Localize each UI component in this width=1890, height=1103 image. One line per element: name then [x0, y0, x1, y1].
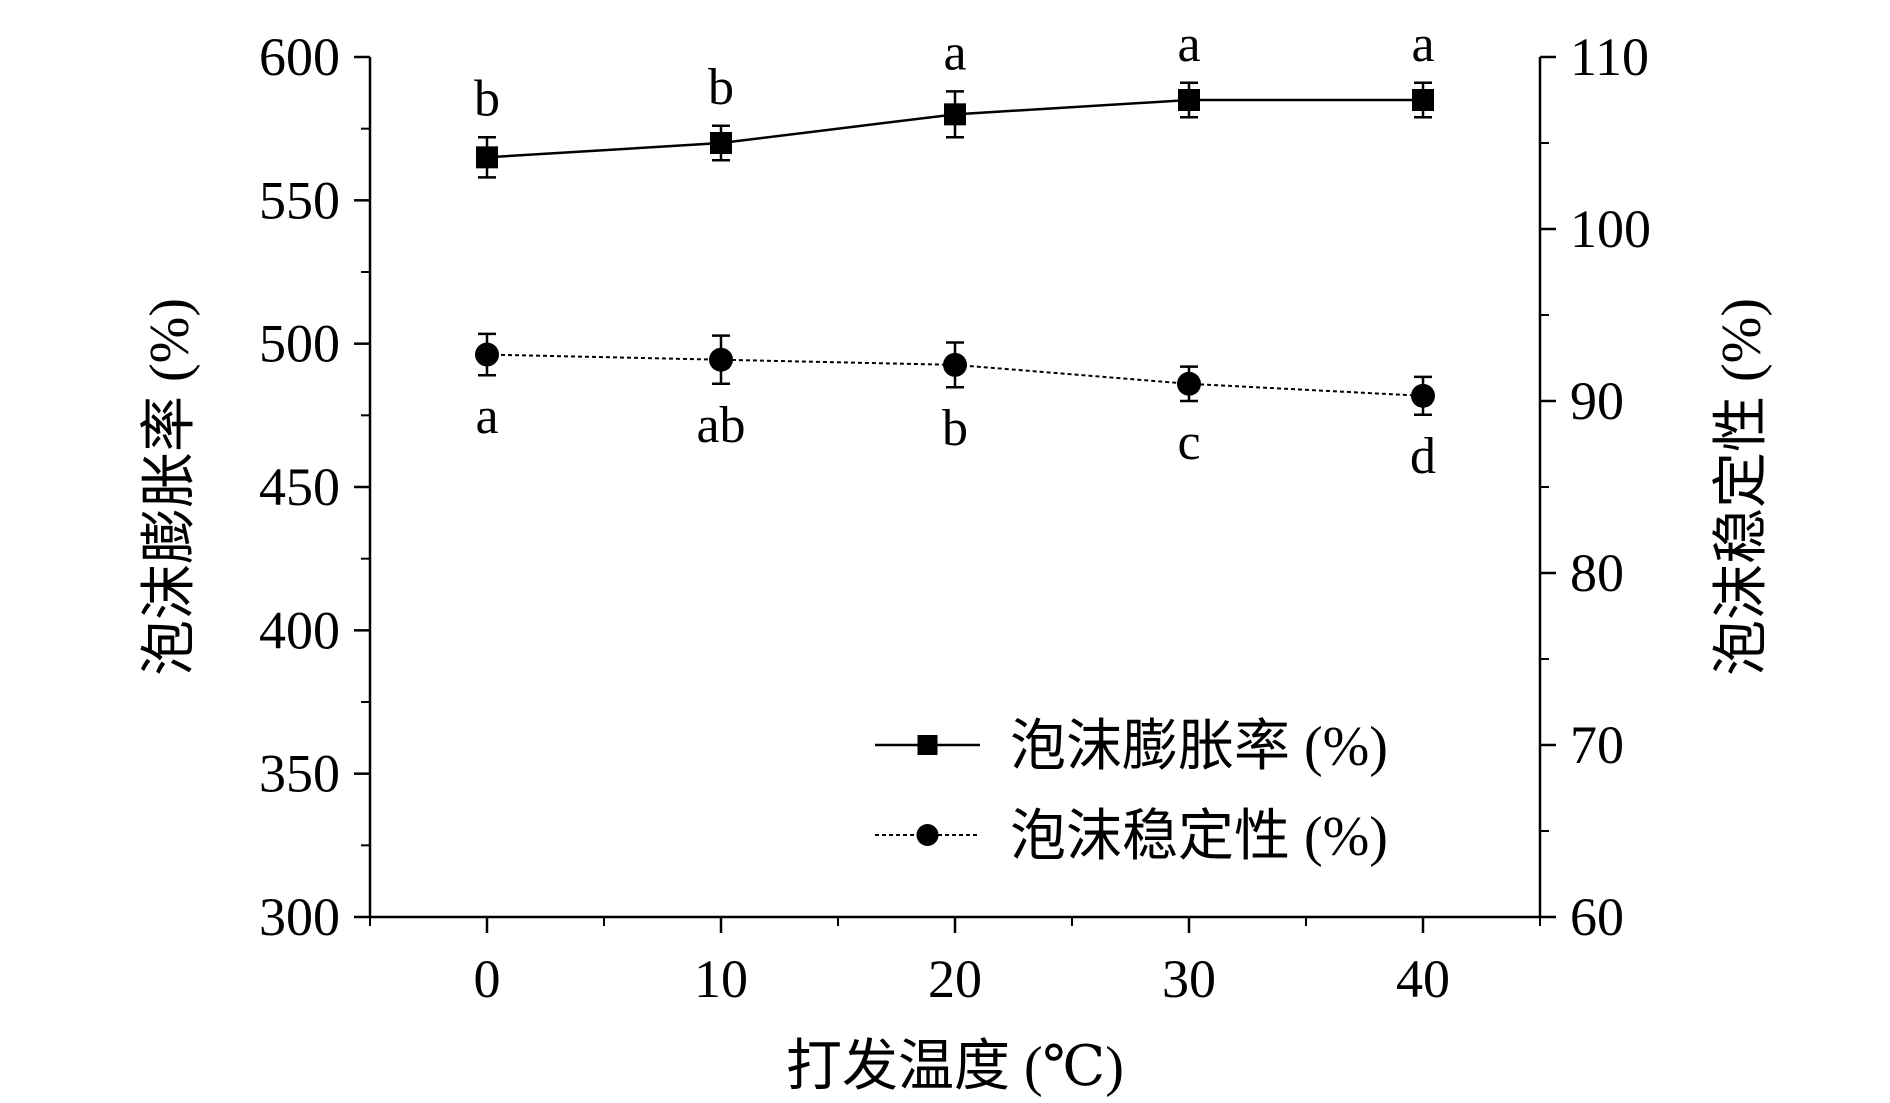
legend: 泡沫膨胀率 (%) 泡沫稳定性 (%) — [875, 716, 1388, 868]
legend-label: 泡沫稳定性 (%) — [1010, 806, 1388, 868]
data-point-circle — [709, 347, 733, 372]
data-point-circle — [1411, 383, 1435, 408]
series-layer — [475, 81, 1435, 417]
significance-label: b — [708, 59, 734, 116]
data-point-square — [476, 146, 498, 169]
y-left-tick-label: 300 — [259, 887, 340, 947]
data-point-square — [1178, 89, 1200, 111]
y-right-tick-label: 100 — [1570, 199, 1651, 259]
data-point-square — [1412, 89, 1434, 111]
significance-label: d — [1410, 428, 1436, 485]
x-tick-label: 40 — [1396, 949, 1450, 1009]
x-tick-label: 0 — [474, 949, 501, 1009]
significance-label: b — [474, 70, 500, 127]
y-left-tick-label: 600 — [259, 27, 340, 87]
significance-label: ab — [696, 397, 745, 454]
data-point-square — [710, 132, 732, 154]
data-point-circle — [943, 352, 967, 377]
y-right-tick-label: 60 — [1570, 887, 1624, 947]
significance-label: b — [942, 400, 968, 457]
axes: 300 350 400 450 500 550 600 60 70 80 90 100 110 0 10 20… — [139, 27, 1773, 1098]
y-left-tick-label: 350 — [259, 744, 340, 804]
significance-label: a — [943, 24, 966, 81]
data-point-circle — [1177, 371, 1201, 396]
y-left-tick-label: 550 — [259, 170, 340, 230]
y-axis-left-title: 泡沫膨胀率 (%) — [139, 298, 201, 676]
y-right-tick-label: 70 — [1570, 715, 1624, 775]
significance-label: a — [1177, 16, 1200, 73]
series-1 — [476, 81, 1434, 179]
legend-marker-circle — [916, 824, 939, 846]
legend-label: 泡沫膨胀率 (%) — [1010, 716, 1388, 778]
data-point-square — [944, 103, 966, 126]
y-left-tick-label: 500 — [259, 314, 340, 374]
legend-item-2: 泡沫稳定性 (%) — [875, 806, 1388, 868]
y-right-tick-label: 110 — [1570, 27, 1649, 87]
y-left-tick-label: 400 — [259, 600, 340, 660]
significance-label: c — [1177, 414, 1200, 471]
significance-label: a — [1411, 16, 1434, 73]
x-tick-label: 20 — [928, 949, 982, 1009]
legend-item-1: 泡沫膨胀率 (%) — [875, 716, 1388, 778]
labels-layer: b b a a a a ab b c d — [474, 16, 1436, 485]
legend-marker-square — [917, 735, 938, 755]
y-right-tick-label: 90 — [1570, 371, 1624, 431]
x-axis-title: 打发温度 (℃) — [786, 1036, 1124, 1098]
y-axis-right-title: 泡沫稳定性 (%) — [1711, 298, 1773, 676]
x-tick-label: 10 — [694, 949, 748, 1009]
data-point-circle — [475, 342, 499, 367]
y-right-tick-label: 80 — [1570, 543, 1624, 603]
series-2 — [475, 332, 1435, 417]
y-left-tick-label: 450 — [259, 457, 340, 517]
series-line — [486, 353, 1424, 397]
x-tick-label: 30 — [1162, 949, 1216, 1009]
significance-label: a — [475, 388, 498, 445]
